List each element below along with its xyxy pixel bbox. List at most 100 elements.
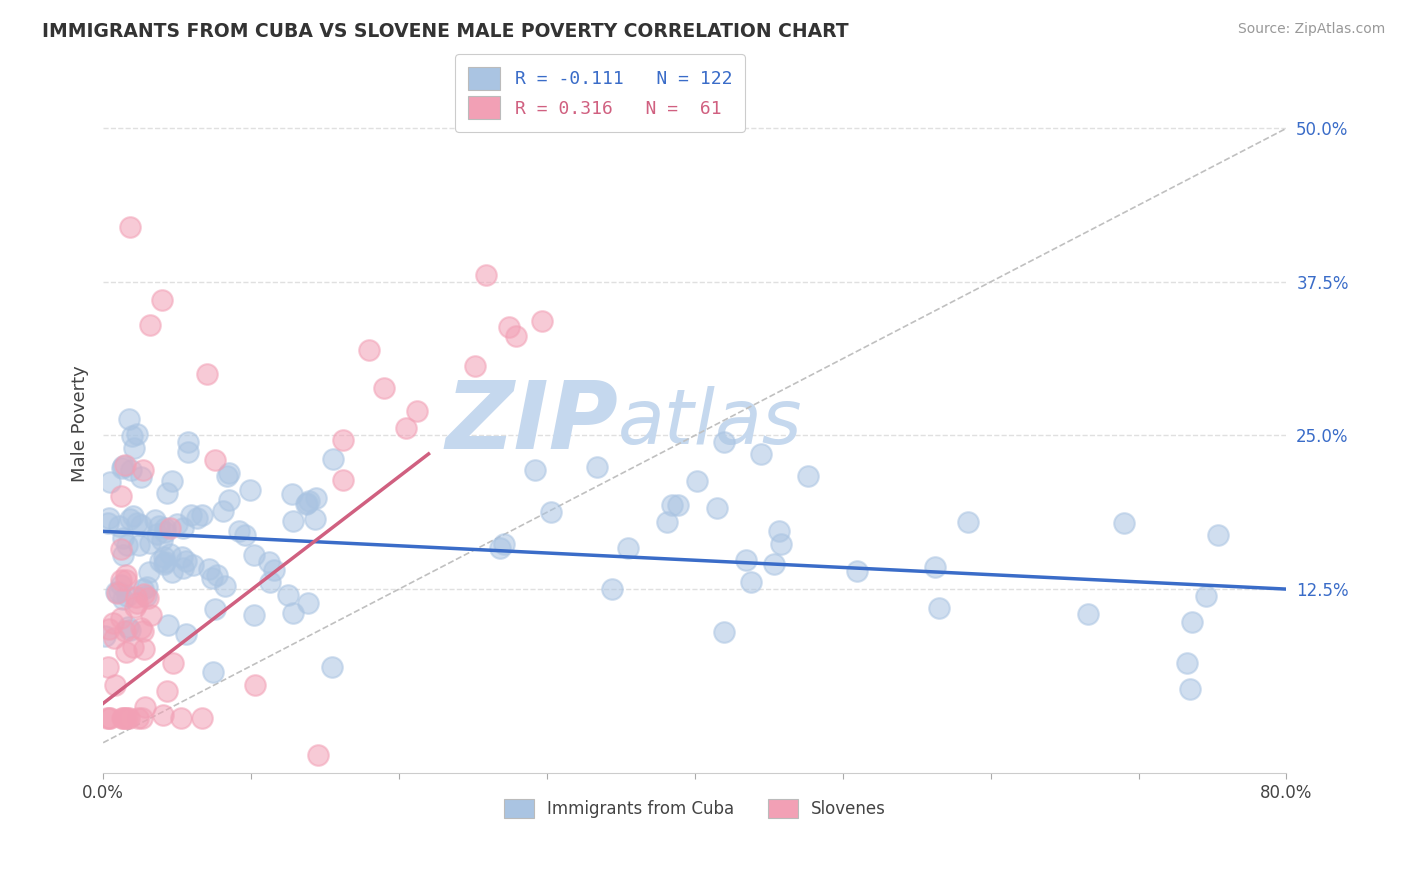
Point bbox=[322, 451, 344, 466]
Point bbox=[111, 711, 134, 725]
Point bbox=[111, 548, 134, 562]
Point bbox=[108, 585, 131, 599]
Point bbox=[277, 588, 299, 602]
Point bbox=[242, 608, 264, 623]
Point bbox=[108, 519, 131, 533]
Point bbox=[1181, 615, 1204, 629]
Point bbox=[110, 489, 132, 503]
Point bbox=[177, 434, 200, 449]
Point bbox=[131, 711, 153, 725]
Point bbox=[166, 516, 188, 531]
Point bbox=[145, 527, 167, 541]
Point bbox=[132, 582, 155, 596]
Point bbox=[110, 578, 132, 592]
Point bbox=[180, 508, 202, 522]
Point bbox=[94, 629, 117, 643]
Point bbox=[170, 711, 193, 725]
Point bbox=[114, 458, 136, 473]
Point bbox=[111, 531, 134, 545]
Point bbox=[139, 318, 162, 332]
Point bbox=[120, 623, 142, 637]
Point bbox=[305, 491, 328, 506]
Point bbox=[228, 524, 250, 538]
Point bbox=[148, 554, 170, 568]
Point bbox=[655, 515, 678, 529]
Point bbox=[160, 474, 183, 488]
Point bbox=[211, 503, 233, 517]
Point bbox=[155, 683, 177, 698]
Point bbox=[492, 537, 515, 551]
Point bbox=[155, 555, 177, 569]
Point bbox=[172, 521, 194, 535]
Point bbox=[956, 515, 979, 529]
Point bbox=[153, 521, 176, 535]
Point bbox=[115, 573, 138, 587]
Point bbox=[110, 541, 132, 556]
Point bbox=[1077, 607, 1099, 621]
Point bbox=[713, 434, 735, 449]
Point bbox=[96, 711, 118, 725]
Point bbox=[195, 367, 218, 381]
Point bbox=[157, 618, 180, 632]
Point bbox=[110, 611, 132, 625]
Point bbox=[924, 560, 946, 574]
Point bbox=[217, 469, 239, 483]
Point bbox=[128, 538, 150, 552]
Point bbox=[162, 657, 184, 671]
Text: ZIP: ZIP bbox=[446, 377, 617, 469]
Point bbox=[524, 463, 547, 477]
Point bbox=[150, 293, 173, 308]
Point bbox=[1178, 681, 1201, 696]
Point bbox=[768, 524, 790, 538]
Point bbox=[136, 580, 159, 594]
Point bbox=[464, 359, 486, 373]
Point bbox=[281, 514, 304, 528]
Point bbox=[243, 677, 266, 691]
Point bbox=[159, 521, 181, 535]
Point bbox=[125, 516, 148, 530]
Point bbox=[114, 711, 136, 725]
Point bbox=[198, 562, 221, 576]
Point bbox=[120, 463, 142, 477]
Y-axis label: Male Poverty: Male Poverty bbox=[72, 365, 89, 482]
Point bbox=[474, 268, 496, 282]
Point bbox=[115, 645, 138, 659]
Point bbox=[125, 596, 148, 610]
Point bbox=[218, 466, 240, 480]
Point bbox=[139, 536, 162, 550]
Point bbox=[129, 517, 152, 532]
Point bbox=[540, 505, 562, 519]
Point bbox=[706, 500, 728, 515]
Point bbox=[235, 528, 257, 542]
Point bbox=[121, 429, 143, 443]
Point bbox=[770, 537, 793, 551]
Point bbox=[122, 508, 145, 523]
Point bbox=[132, 586, 155, 600]
Point bbox=[104, 678, 127, 692]
Point bbox=[115, 538, 138, 552]
Point bbox=[205, 568, 228, 582]
Point bbox=[202, 665, 225, 679]
Point bbox=[586, 460, 609, 475]
Point bbox=[104, 585, 127, 599]
Point bbox=[97, 659, 120, 673]
Point bbox=[153, 525, 176, 540]
Point bbox=[602, 582, 624, 596]
Point bbox=[143, 513, 166, 527]
Point bbox=[298, 494, 321, 508]
Point bbox=[295, 497, 318, 511]
Point bbox=[797, 469, 820, 483]
Point bbox=[373, 381, 395, 395]
Point bbox=[357, 343, 380, 358]
Point bbox=[112, 592, 135, 607]
Point bbox=[617, 541, 640, 556]
Point bbox=[110, 711, 132, 725]
Point bbox=[283, 606, 305, 620]
Point bbox=[928, 601, 950, 615]
Point bbox=[204, 602, 226, 616]
Point bbox=[114, 624, 136, 638]
Point bbox=[117, 620, 139, 634]
Point bbox=[204, 452, 226, 467]
Point bbox=[172, 550, 194, 565]
Point bbox=[762, 557, 785, 571]
